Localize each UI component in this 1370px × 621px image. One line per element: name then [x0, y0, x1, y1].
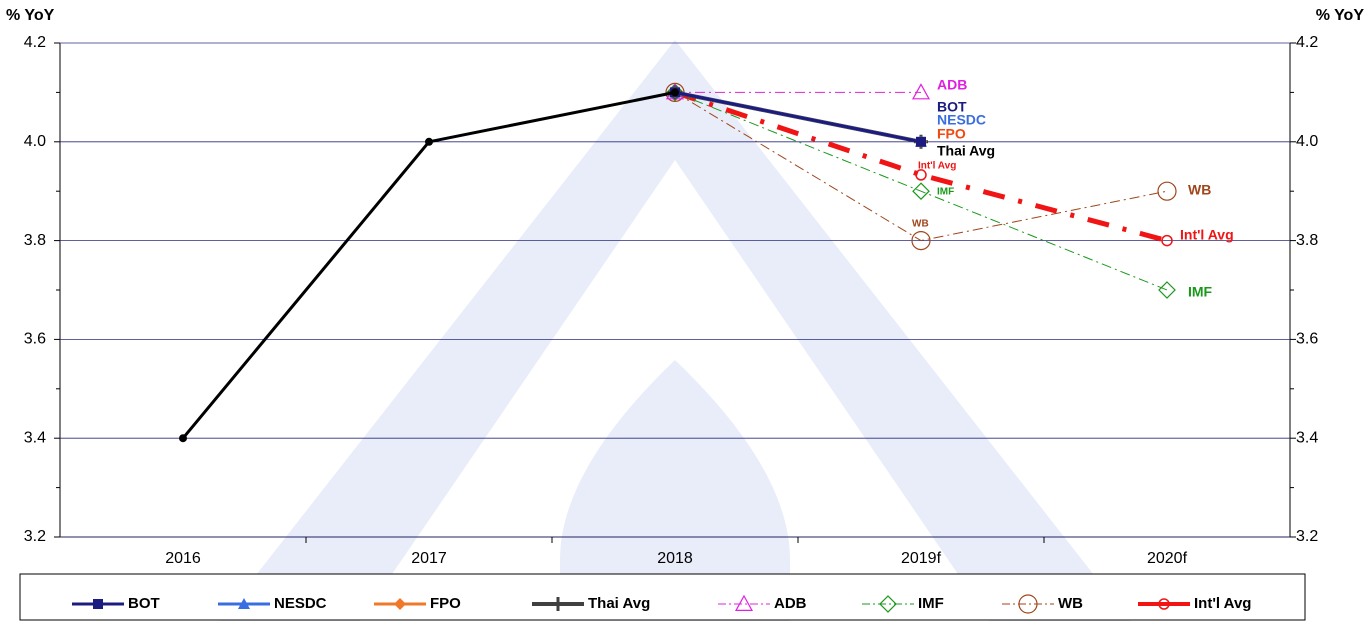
y-tick-label: 3.6	[24, 331, 46, 348]
y-tick-label: 4.2	[24, 34, 46, 51]
legend-label: ADB	[774, 595, 807, 612]
point-marker	[912, 182, 930, 201]
y2-tick-label: 3.6	[1296, 331, 1318, 348]
x-tick-label: 2019f	[901, 550, 942, 567]
watermark-inner	[560, 360, 790, 621]
legend-marker	[238, 598, 250, 609]
annotation: Thai Avg	[937, 143, 995, 159]
y-tick-label: 3.2	[24, 528, 46, 545]
point-marker	[911, 83, 931, 100]
annotation: WB	[1188, 182, 1211, 198]
point-marker	[671, 88, 679, 97]
y2-tick-label: 4.0	[1296, 133, 1318, 150]
annotation: IMF	[937, 187, 954, 198]
legend-marker	[93, 599, 103, 609]
watermark	[220, 40, 1130, 621]
x-tick-label: 2017	[411, 550, 447, 567]
series-line	[674, 91, 1168, 291]
legend-marker	[1158, 598, 1170, 610]
annotation: IMF	[1188, 284, 1213, 300]
series-line	[674, 91, 1168, 242]
y2-tick-label: 3.2	[1296, 528, 1318, 545]
y2-tick-label: 3.8	[1296, 232, 1318, 249]
point-marker	[915, 169, 927, 181]
annotation: Int'l Avg	[918, 161, 956, 172]
y2-tick-label: 4.2	[1296, 34, 1318, 51]
legend-label: IMF	[918, 595, 944, 612]
y-tick-label: 3.8	[24, 232, 46, 249]
legend-marker	[879, 595, 897, 613]
annotation: FPO	[937, 126, 966, 142]
y2-axis-label: % YoY	[1316, 7, 1365, 24]
legend-label: NESDC	[274, 595, 327, 612]
annotation: Int'l Avg	[1180, 227, 1234, 243]
point-marker	[666, 83, 684, 102]
y-axis-label: % YoY	[6, 7, 55, 24]
legend-label: BOT	[128, 595, 160, 612]
legend-marker	[551, 597, 565, 611]
series-line	[674, 90, 922, 144]
point-marker	[1157, 181, 1177, 201]
point-marker	[916, 136, 926, 147]
y2-tick-label: 3.4	[1296, 429, 1318, 446]
point-marker	[1161, 234, 1173, 247]
point-marker	[1158, 281, 1176, 299]
x-tick-label: 2020f	[1147, 550, 1188, 567]
legend-label: WB	[1058, 595, 1083, 612]
point-marker	[425, 137, 433, 146]
legend-marker	[394, 598, 406, 610]
legend-label: Thai Avg	[588, 595, 650, 612]
legend-label: FPO	[430, 595, 461, 612]
annotation: BOT	[937, 99, 967, 115]
y-tick-label: 3.4	[24, 429, 46, 446]
x-tick-label: 2018	[657, 550, 693, 567]
annotation: WB	[912, 219, 929, 230]
annotation: NESDC	[937, 112, 986, 128]
legend-marker	[1018, 594, 1038, 614]
legend-marker	[734, 594, 754, 611]
point-marker	[911, 231, 931, 251]
legend-label: Int'l Avg	[1194, 595, 1251, 612]
y-tick-label: 4.0	[24, 133, 46, 150]
annotation: ADB	[937, 77, 967, 93]
x-tick-label: 2016	[165, 550, 201, 567]
legend-box	[19, 573, 1306, 621]
point-marker	[179, 434, 187, 443]
